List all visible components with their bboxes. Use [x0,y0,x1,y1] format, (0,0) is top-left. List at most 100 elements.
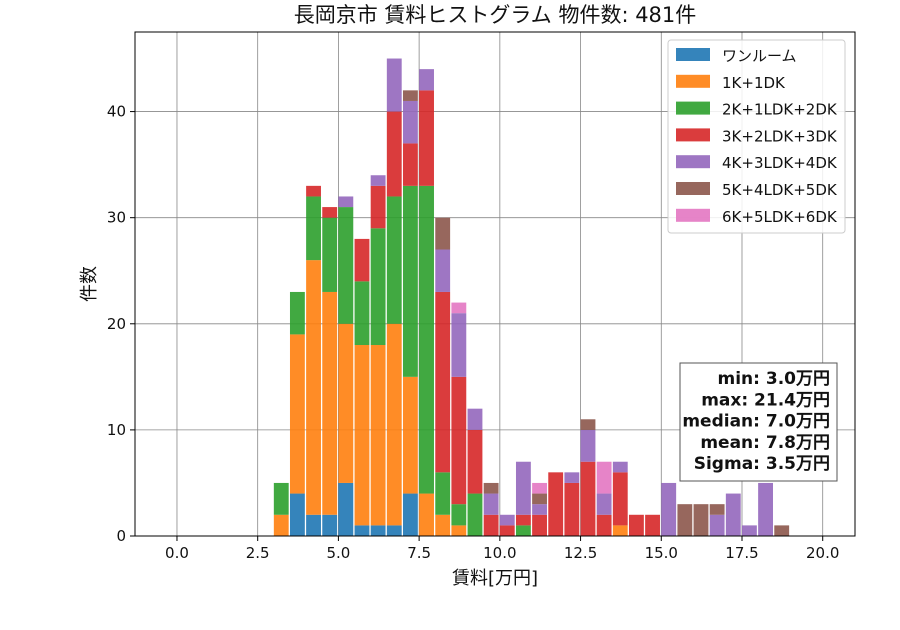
histogram-bar-segment [451,302,467,314]
histogram-bar-segment [451,504,467,526]
histogram-bar-segment [289,493,305,536]
histogram-bar-segment [370,525,386,536]
legend-label: 5K+4LDK+5DK [722,181,838,199]
y-tick-label: 20 [107,315,126,333]
stats-box-frame [679,362,838,482]
histogram-bar-segment [483,514,499,536]
histogram-bar-segment [596,493,612,515]
histogram-bar-segment [451,313,467,377]
histogram-bar-segment [499,525,515,536]
stats-line: Sigma: 3.5万円 [694,454,830,474]
histogram-bar-segment [612,461,628,473]
legend-swatch [676,128,710,142]
y-tick-label: 40 [107,103,126,121]
histogram-bar-segment [306,260,321,515]
legend-label: ワンルーム [722,47,797,65]
histogram-bar-segment [370,185,386,229]
histogram-bar-segment [402,90,418,101]
histogram-bar-segment [693,504,709,536]
histogram-bar-segment [402,493,418,536]
histogram-bar-segment [612,472,628,526]
histogram-bar-segment [532,493,547,505]
x-axis-label: 賃料[万円] [452,568,538,589]
histogram-bar-segment [515,525,531,536]
histogram-bar-segment [435,217,451,250]
histogram-bar-segment [451,525,467,536]
legend-frame [667,39,846,234]
histogram-bar-segment [515,514,531,526]
histogram-bar-segment [402,143,418,186]
histogram-bar-segment [532,514,547,536]
legend-label: 2K+1LDK+2DK [722,101,838,119]
plot-area-frame [134,31,856,537]
histogram-bar-segment [419,493,434,536]
histogram-bar-segment [709,514,725,536]
histogram-bar-segment [338,482,354,536]
x-tick-label: 20.0 [806,544,839,562]
histogram-bar-segment [322,217,338,292]
histogram-bar-segment [435,514,451,536]
histogram-bar-segment [322,514,338,536]
y-tick-label: 10 [107,421,126,439]
y-tick-label: 30 [107,209,126,227]
stats-line: min: 3.0万円 [718,369,830,389]
histogram-bar-segment [289,334,305,494]
histogram-bar-segment [532,504,547,515]
stats-line: median: 7.0万円 [682,412,830,432]
histogram-bar-segment [435,291,451,473]
legend-swatch [676,155,710,169]
x-tick-label: 17.5 [725,544,758,562]
stats-line: mean: 7.8万円 [700,433,830,453]
histogram-bar-segment [435,249,451,292]
histogram-bar-segment [273,514,289,536]
y-tick-label: 0 [116,527,126,545]
histogram-bar-segment [306,514,321,536]
histogram-bar-segment [612,525,628,536]
histogram-bar-segment [306,185,321,197]
legend-label: 3K+2LDK+3DK [722,127,838,145]
histogram-bar-segment [338,196,354,208]
histogram-bar-segment [467,429,483,494]
histogram-bar-segment [741,525,757,536]
chart-title: 長岡京市 賃料ヒストグラム 物件数: 481件 [294,3,697,27]
histogram-bar-segment [661,482,677,536]
histogram-bar-segment [370,228,386,346]
x-tick-label: 15.0 [645,544,678,562]
histogram-bar-segment [580,461,596,536]
histogram-bar-segment [451,376,467,505]
legend-swatch [676,74,710,88]
histogram-bar-segment [596,461,612,494]
histogram-bar-segment [467,408,483,430]
histogram-bar-segment [322,207,338,218]
histogram-bar-segment [419,185,434,494]
histogram-bar-segment [386,196,402,324]
histogram-bar-segment [370,175,386,186]
histogram-bar-segment [419,69,434,91]
y-axis-label: 件数 [79,266,100,302]
histogram-bar-segment [499,514,515,526]
histogram-bar-segment [532,482,547,494]
x-tick-label: 5.0 [326,544,350,562]
histogram-bar-segment [370,345,386,526]
x-tick-label: 10.0 [483,544,516,562]
histogram-bar-segment [306,196,321,261]
histogram-bar-segment [386,58,402,112]
histogram-bar-segment [467,493,483,536]
x-tick-label: 0.0 [165,544,189,562]
histogram-bar-segment [515,461,531,515]
histogram-bar-segment [386,525,402,536]
x-tick-label: 2.5 [246,544,270,562]
histogram-bar-segment [774,525,790,536]
histogram-bar-segment [354,525,370,536]
histogram-bar-segment [273,482,289,515]
histogram-bars [273,58,790,536]
histogram-bar-segment [677,504,693,536]
legend-swatch [676,101,710,115]
legend: ワンルーム 1K+1DK 2K+1LDK+2DK 3K+2LDK+3DK 4K+3LDK… [667,39,846,234]
axis-ticks: 0.0 2.5 5.0 7.5 10.0 12.5 15.0 17.5 20.0 0 10 20 30 4… [107,103,840,562]
histogram-bar-segment [483,493,499,515]
histogram-bar-segment [322,291,338,515]
histogram-bar-segment [548,472,564,536]
histogram-bar-segment [386,323,402,526]
